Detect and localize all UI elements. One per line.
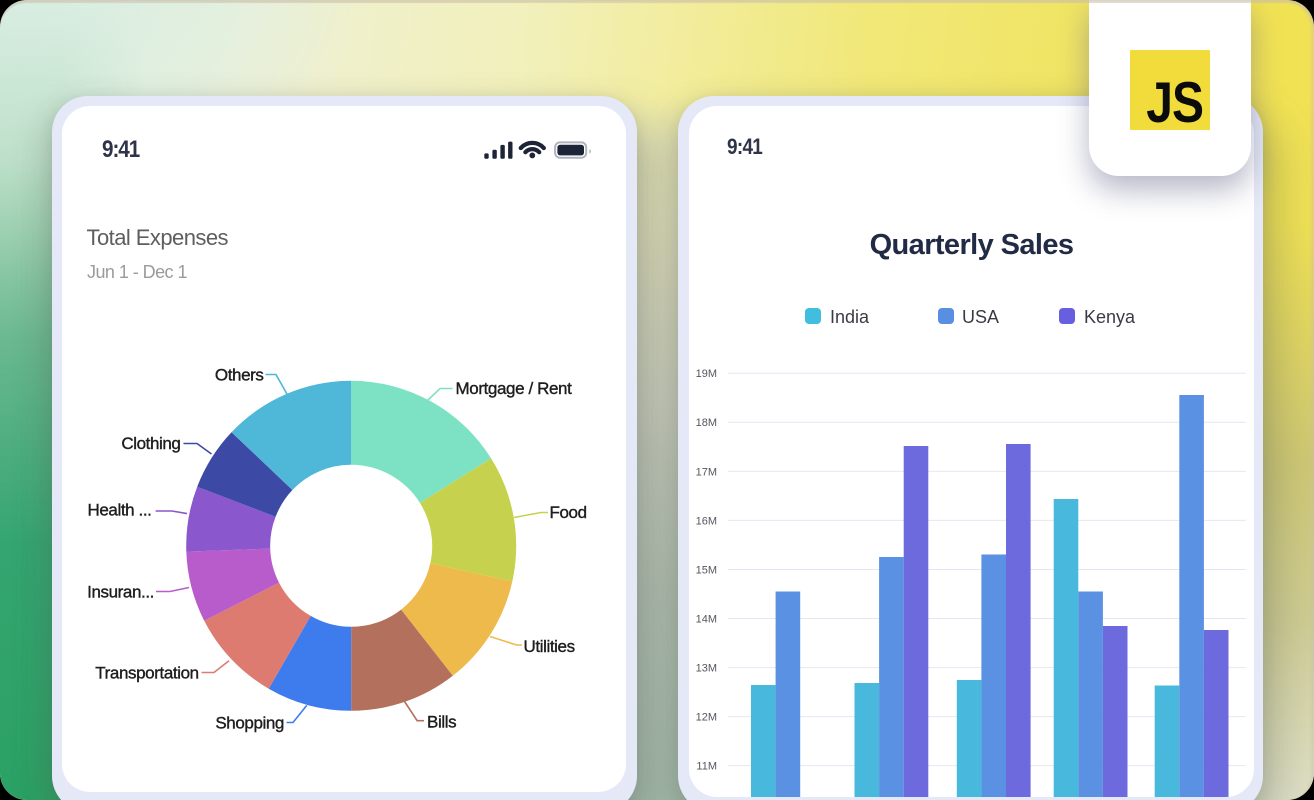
svg-text:Food: Food	[550, 503, 587, 522]
svg-text:Transportation: Transportation	[95, 664, 198, 683]
svg-text:15M: 15M	[696, 564, 717, 576]
svg-text:Insuran...: Insuran...	[87, 583, 154, 602]
svg-text:Shopping: Shopping	[215, 714, 284, 733]
svg-text:18M: 18M	[696, 417, 717, 429]
svg-text:Clothing: Clothing	[121, 434, 180, 453]
svg-text:Utilities: Utilities	[524, 637, 575, 656]
svg-text:12M: 12M	[696, 712, 717, 724]
svg-text:16M: 16M	[696, 515, 717, 527]
svg-text:14M: 14M	[696, 613, 717, 625]
svg-text:Others: Others	[215, 366, 264, 385]
svg-text:Bills: Bills	[427, 713, 456, 732]
svg-text:Health ...: Health ...	[87, 501, 151, 520]
svg-text:13M: 13M	[696, 663, 717, 675]
svg-text:17M: 17M	[696, 466, 717, 478]
svg-text:19M: 19M	[696, 368, 717, 380]
svg-text:Mortgage / Rent: Mortgage / Rent	[456, 379, 573, 398]
svg-text:11M: 11M	[696, 761, 717, 773]
